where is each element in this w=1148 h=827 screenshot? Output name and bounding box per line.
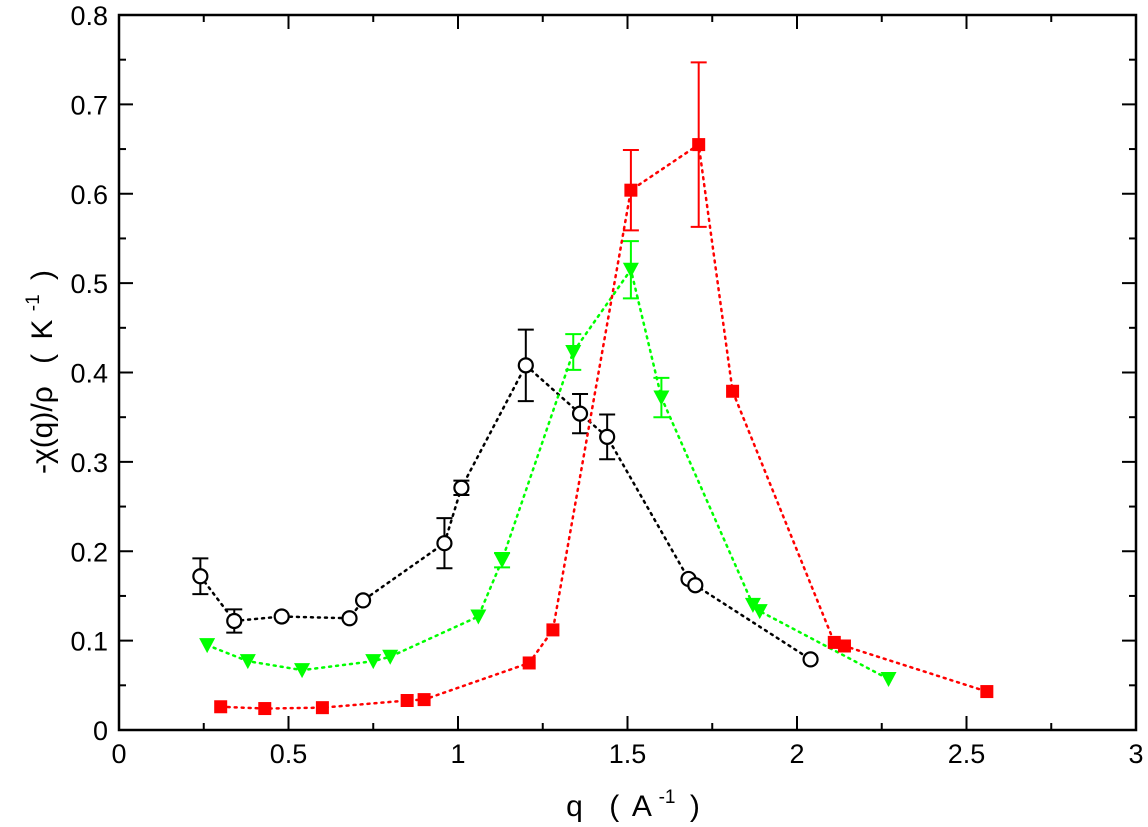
data-point <box>837 639 851 653</box>
x-tick-label: 0 <box>111 739 126 769</box>
y-tick-label: 0.7 <box>70 90 108 120</box>
series-layer <box>192 61 994 716</box>
data-point <box>453 479 470 496</box>
y-axis-label-unit: K <box>26 320 59 340</box>
data-point <box>546 623 560 637</box>
y-tick-label: 0.1 <box>70 627 108 657</box>
y-tick-label: 0.2 <box>70 537 108 567</box>
y-tick-label: 0 <box>93 716 108 746</box>
data-point <box>365 654 382 670</box>
x-axis-label-unit: A <box>632 790 652 823</box>
x-tick-label: 1 <box>450 739 465 769</box>
data-point <box>417 693 431 707</box>
data-point <box>751 604 768 620</box>
data-point <box>294 663 311 679</box>
x-tick-label: 3 <box>1128 739 1143 769</box>
data-point <box>470 609 487 625</box>
y-axis-label-close: ) <box>26 270 59 280</box>
data-point <box>517 357 534 374</box>
data-point <box>199 638 216 654</box>
data-point <box>687 577 704 594</box>
series-1 <box>192 328 819 668</box>
data-point <box>802 651 819 668</box>
series-line <box>219 142 989 710</box>
data-point <box>341 610 358 627</box>
data-point <box>400 694 414 708</box>
data-point <box>522 656 536 670</box>
data-point <box>436 535 453 552</box>
axis-ticks: 0 0.5 1 1.5 2 2.5 3 0 0.1 0.2 0.3 0.4 0.5 0.6 0.7 0.8 <box>70 1 1143 769</box>
series-3 <box>214 61 994 716</box>
x-tick-label: 2.5 <box>948 739 986 769</box>
y-axis-label-exponent: -1 <box>23 294 44 311</box>
data-point <box>571 405 589 422</box>
series-line <box>205 266 890 681</box>
data-point <box>354 592 372 609</box>
y-tick-label: 0.3 <box>70 448 108 478</box>
x-axis-label-exponent: -1 <box>659 787 676 808</box>
data-point <box>726 384 740 398</box>
x-axis-label: q ( A -1 ) <box>566 777 700 823</box>
x-axis-label-main: q <box>566 790 583 823</box>
x-tick-label: 0.5 <box>270 739 308 769</box>
series-2 <box>199 240 897 688</box>
x-axis-label-close: ) <box>690 790 700 823</box>
data-point <box>653 390 670 406</box>
data-point <box>565 344 582 360</box>
y-tick-label: 0.6 <box>70 180 108 210</box>
y-axis-label-open: ( <box>26 354 59 364</box>
data-point <box>980 685 994 699</box>
data-point <box>494 553 511 569</box>
x-axis-label-open: ( <box>609 790 619 823</box>
data-point <box>880 672 897 688</box>
y-axis-label-main: -χ(q)/ρ <box>26 386 59 474</box>
data-point <box>692 138 706 152</box>
data-point <box>273 608 290 625</box>
y-tick-label: 0.4 <box>70 359 108 389</box>
data-point <box>622 262 639 278</box>
data-point <box>214 700 228 714</box>
data-point <box>258 702 272 716</box>
data-point <box>382 649 399 665</box>
series-line <box>199 363 812 661</box>
data-point <box>624 183 638 197</box>
y-tick-label: 0.8 <box>70 1 108 31</box>
data-point <box>239 654 256 670</box>
x-tick-label: 1.5 <box>609 739 647 769</box>
y-axis-label: -χ(q)/ρ ( K -1 ) <box>13 270 59 474</box>
data-point <box>315 701 329 715</box>
data-point <box>827 635 841 649</box>
data-point <box>226 612 243 630</box>
plot-frame <box>117 13 1138 732</box>
data-point <box>599 428 616 445</box>
x-tick-label: 2 <box>789 739 804 769</box>
data-point <box>192 568 209 585</box>
y-tick-label: 0.5 <box>70 269 108 299</box>
